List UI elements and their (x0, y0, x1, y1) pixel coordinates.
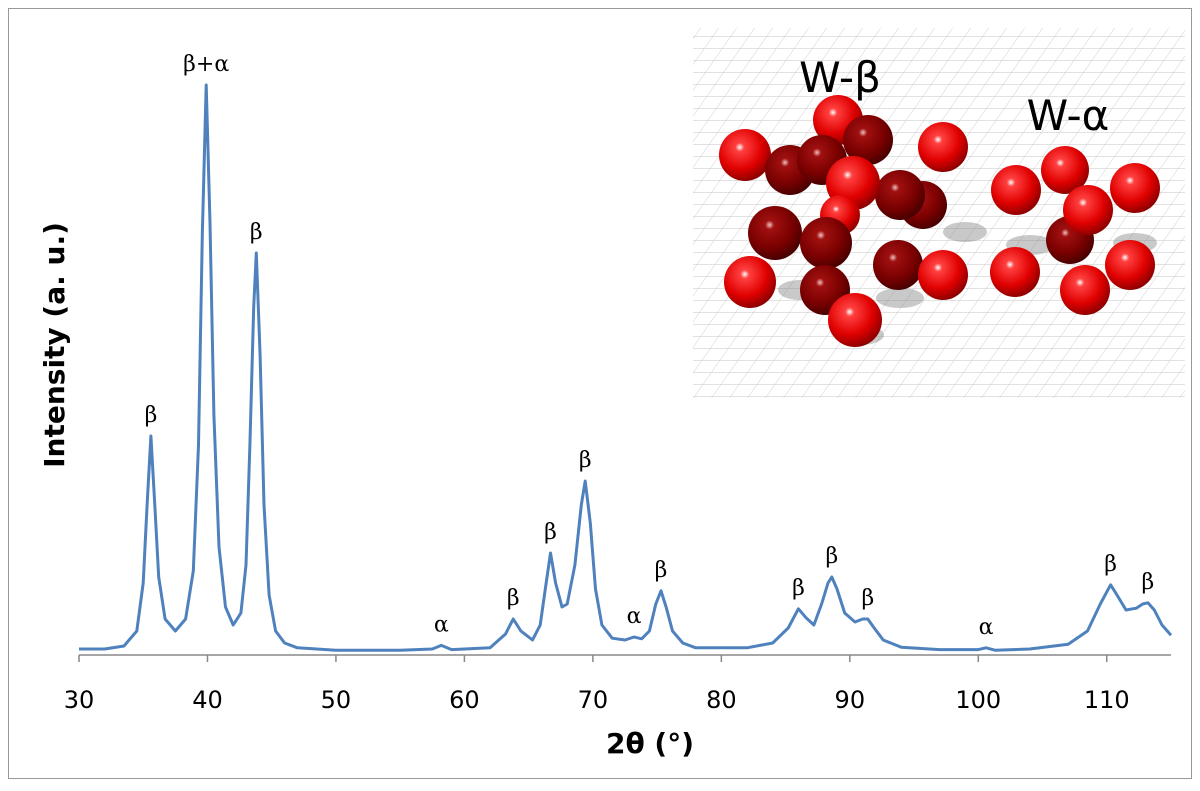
peak-label: β (1142, 570, 1155, 595)
chart: W-β W-α 2θ (°) Intensity (a. u.) 30 40 50 6… (0, 0, 1200, 787)
x-tick-label: 100 (955, 686, 1001, 714)
x-tick-label: 50 (321, 686, 352, 714)
inset-label: W-β (799, 53, 881, 102)
x-tick-label: 90 (835, 686, 866, 714)
peak-label: α (434, 612, 449, 637)
x-tick-label: 40 (192, 686, 223, 714)
peak-label: α (627, 604, 642, 629)
peak-label: β (544, 520, 557, 545)
x-tick-label: 80 (706, 686, 737, 714)
peak-label: β (825, 544, 838, 569)
peak-label: α (979, 615, 994, 640)
peak-label: β (655, 558, 668, 583)
inset: W-β W-α (693, 28, 1185, 398)
x-tick-label: 70 (578, 686, 609, 714)
inset-label: W-α (1027, 91, 1110, 140)
peak-label: β (861, 586, 874, 611)
peak-label: β+α (183, 52, 229, 77)
x-axis-title: 2θ (°) (606, 727, 694, 760)
peak-label: β (145, 403, 158, 428)
peak-label: β (792, 576, 805, 601)
peak-label: β (507, 586, 520, 611)
x-tick-label: 60 (449, 686, 480, 714)
peak-label: β (250, 220, 263, 245)
x-tick-label: 30 (64, 686, 95, 714)
peak-label: β (1104, 552, 1117, 577)
y-axis-title: Intensity (a. u.) (38, 222, 71, 468)
x-tick-label: 110 (1084, 686, 1130, 714)
peak-label: β (579, 448, 592, 473)
